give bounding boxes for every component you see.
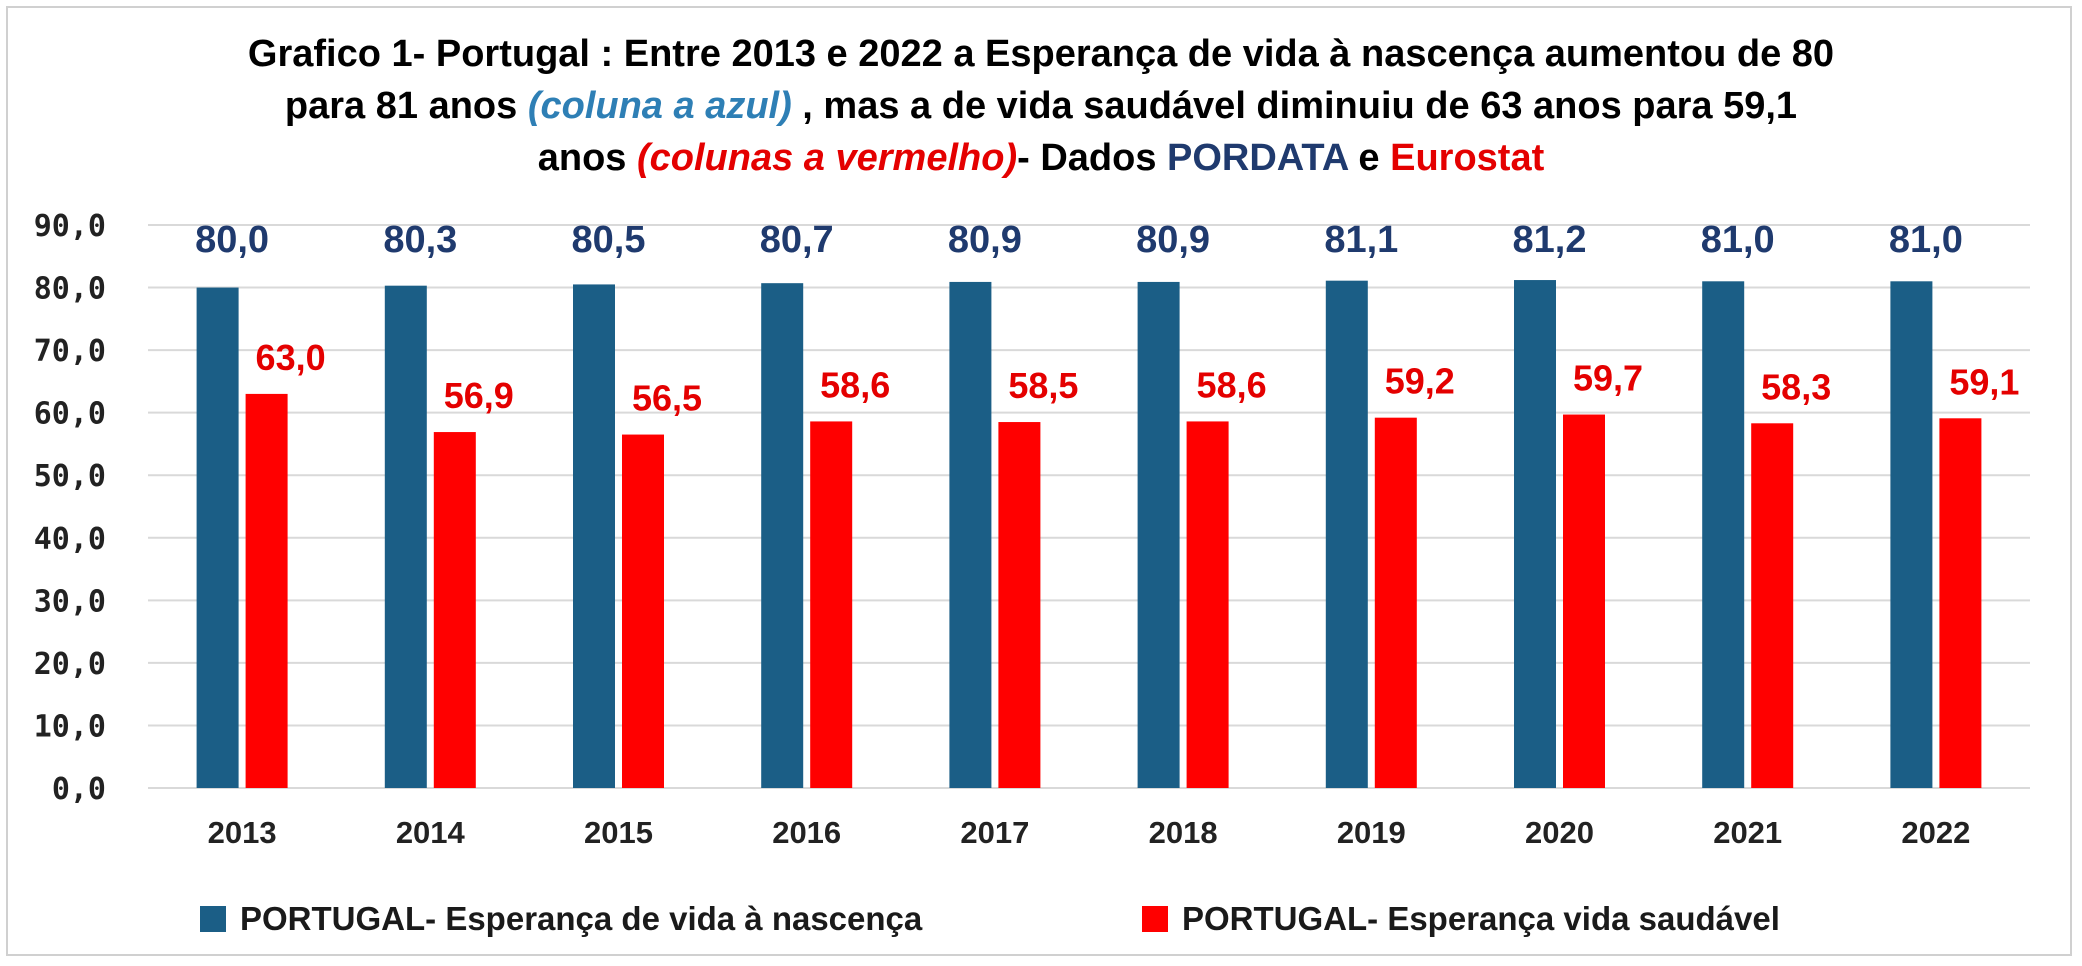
title-source-eurostat: Eurostat: [1390, 137, 1545, 179]
data-label-series-2: 63,0: [256, 337, 326, 378]
bar-series-2: [1374, 417, 1417, 788]
data-label-series-1: 81,0: [1889, 219, 1963, 261]
bar-series-1: [1325, 280, 1368, 788]
title-line-2-part-a: para 81 anos: [284, 85, 528, 127]
bar-series-2: [1939, 418, 1982, 788]
title-line-3: anos (colunas a vermelho)- Dados PORDATA…: [0, 132, 2082, 184]
bar-series-1: [573, 284, 615, 788]
bar-series-2: [245, 393, 288, 788]
chart-frame: [6, 6, 2072, 956]
legend-swatch-series-1: [200, 906, 226, 932]
title-line-2-part-c: , mas a de vida saudável diminuiu de 63 …: [791, 85, 1798, 127]
y-tick-label: 20,0: [34, 647, 106, 682]
data-label-series-2: 58,6: [1197, 364, 1267, 405]
legend-item-series-2: PORTUGAL- Esperança vida saudável: [1142, 900, 1780, 938]
data-label-series-1: 81,2: [1513, 219, 1587, 261]
title-line-3-part-e: e: [1347, 137, 1391, 179]
bar-chart: 0,0 10,0 20,0 30,0 40,0 50,0 60,0 70,0 80,0 90,0 8…: [34, 209, 2030, 850]
data-label-series-1: 81,1: [1324, 219, 1398, 261]
chart-legend: PORTUGAL- Esperança de vida à nascença P…: [0, 900, 2082, 950]
data-label-series-2: 58,6: [820, 364, 890, 405]
y-tick-label: 70,0: [34, 334, 106, 369]
data-label-series-2: 58,5: [1008, 365, 1078, 406]
bar-series-1: [384, 285, 427, 788]
bar-series-1: [1514, 280, 1556, 788]
y-tick-label: 10,0: [34, 709, 106, 744]
legend-label-series-2: PORTUGAL- Esperança vida saudável: [1182, 900, 1780, 937]
title-line-3-part-a: anos: [537, 137, 637, 179]
data-label-series-1: 81,0: [1701, 219, 1775, 261]
bar-series-2: [1751, 423, 1794, 788]
x-tick-label: 2018: [1149, 815, 1218, 850]
y-tick-label: 50,0: [34, 459, 106, 494]
bar-series-2: [1563, 414, 1605, 788]
y-tick-label: 40,0: [34, 522, 106, 557]
data-label-series-1: 80,0: [195, 219, 269, 261]
bar-series-2: [810, 421, 853, 788]
y-tick-label: 80,0: [34, 272, 106, 307]
bar-series-1: [196, 287, 239, 788]
bar-series-1: [949, 281, 992, 788]
x-tick-label: 2014: [396, 815, 466, 850]
data-label-series-1: 80,3: [383, 219, 457, 261]
title-blue-note: (coluna a azul): [527, 85, 792, 127]
bar-series-1: [1702, 281, 1745, 788]
data-label-series-2: 59,1: [1949, 361, 2019, 402]
x-tick-label: 2022: [1901, 815, 1970, 850]
x-tick-label: 2017: [960, 815, 1029, 850]
x-tick-label: 2016: [772, 815, 841, 850]
legend-swatch-series-2: [1142, 906, 1168, 932]
title-red-note: (colunas a vermelho): [636, 137, 1018, 179]
data-label-series-1: 80,9: [1136, 219, 1210, 261]
data-label-series-1: 80,7: [760, 219, 834, 261]
data-label-series-1: 80,5: [572, 219, 646, 261]
bar-series-2: [433, 432, 476, 788]
bar-series-2: [998, 422, 1041, 788]
data-label-series-2: 58,3: [1761, 366, 1831, 407]
x-tick-label: 2020: [1525, 815, 1594, 850]
data-label-series-2: 59,7: [1573, 358, 1643, 399]
bar-series-2: [622, 434, 664, 788]
y-tick-label: 30,0: [34, 584, 106, 619]
y-tick-label: 60,0: [34, 397, 106, 432]
bar-series-1: [1890, 281, 1933, 788]
y-tick-label: 90,0: [34, 209, 106, 244]
x-tick-label: 2015: [584, 815, 653, 850]
title-line-3-part-c: - Dados: [1017, 137, 1168, 179]
data-label-series-1: 80,9: [948, 219, 1022, 261]
bar-series-1: [761, 283, 804, 788]
bar-series-2: [1186, 421, 1229, 788]
x-tick-label: 2021: [1713, 815, 1782, 850]
bar-series-1: [1137, 281, 1180, 788]
x-tick-label: 2019: [1337, 815, 1406, 850]
title-source-pordata: PORDATA: [1167, 137, 1348, 179]
y-tick-label: 0,0: [52, 772, 106, 807]
data-label-series-2: 56,5: [632, 378, 702, 419]
x-tick-label: 2013: [208, 815, 277, 850]
data-label-series-2: 59,2: [1385, 361, 1455, 402]
legend-label-series-1: PORTUGAL- Esperança de vida à nascença: [240, 900, 923, 937]
data-label-series-2: 56,9: [444, 375, 514, 416]
title-line-1: Grafico 1- Portugal : Entre 2013 e 2022 …: [247, 33, 1835, 75]
legend-item-series-1: PORTUGAL- Esperança de vida à nascença: [200, 900, 922, 938]
chart-title: Grafico 1- Portugal : Entre 2013 e 2022 …: [0, 28, 2082, 184]
title-line-2: para 81 anos (coluna a azul) , mas a de …: [0, 80, 2082, 132]
